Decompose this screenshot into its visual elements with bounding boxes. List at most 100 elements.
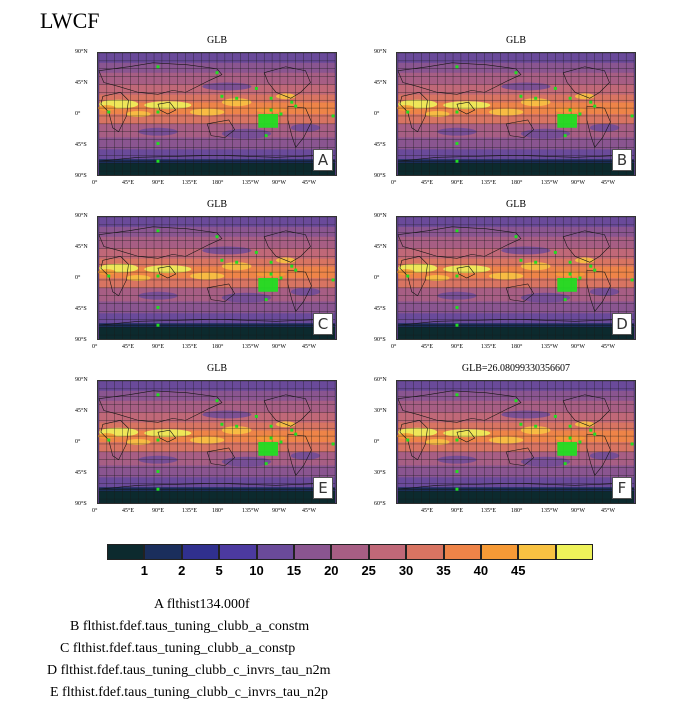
lat-tick-label: 90°N	[75, 377, 88, 383]
figure-title: LWCF	[40, 8, 100, 33]
colorbar-tick-label: 30	[398, 563, 414, 578]
colorbar-swatch	[256, 544, 294, 560]
legend-entry: A flthist134.000f	[154, 597, 250, 612]
lon-tick-label: 135°W	[242, 344, 260, 350]
lon-tick-label: 135°W	[541, 508, 559, 514]
lon-tick-label: 90°E	[451, 344, 464, 350]
lat-tick-label: 90°N	[374, 49, 387, 55]
lwcf-map	[397, 53, 635, 175]
colorbar-tick-label: 1	[140, 563, 148, 578]
lon-tick-label: 45°E	[122, 180, 135, 186]
panel-letter-badge: C	[313, 313, 333, 335]
colorbar-swatch	[144, 544, 182, 560]
lat-tick-label: 45°S	[75, 142, 87, 148]
lon-tick-label: 90°W	[272, 508, 287, 514]
lon-tick-label: 45°E	[421, 180, 434, 186]
lon-tick-label: 45°W	[601, 508, 616, 514]
panel-title: GLB	[207, 35, 227, 46]
lat-tick-label: 30°S	[374, 470, 386, 476]
lat-tick-label: 45°S	[75, 306, 87, 312]
lat-tick-label: 0°	[75, 275, 81, 281]
lon-tick-label: 135°E	[481, 344, 497, 350]
lwcf-map	[397, 217, 635, 339]
lat-tick-label: 45°N	[374, 80, 387, 86]
legend-entry: D flthist.fdef.taus_tuning_clubb_c_invrs…	[47, 663, 331, 678]
lon-tick-label: 90°E	[152, 344, 165, 350]
colorbar-swatch	[555, 544, 594, 560]
panel-title: GLB	[207, 199, 227, 210]
lon-tick-label: 135°W	[242, 508, 260, 514]
lat-tick-label: 60°N	[374, 377, 387, 383]
lat-tick-label: 90°S	[75, 173, 87, 179]
panel-title: GLB	[506, 35, 526, 46]
lon-tick-label: 90°E	[451, 508, 464, 514]
lon-tick-label: 135°E	[182, 180, 198, 186]
lon-tick-label: 45°W	[302, 508, 317, 514]
colorbar-swatch	[219, 544, 257, 560]
lat-tick-label: 90°S	[374, 173, 386, 179]
lon-tick-label: 90°E	[152, 508, 165, 514]
lon-tick-label: 135°E	[182, 344, 198, 350]
legend-entry: C flthist.fdef.taus_tuning_clubb_a_const…	[60, 641, 296, 656]
lon-tick-label: 45°E	[421, 508, 434, 514]
panel-letter-badge: A	[313, 149, 333, 171]
lwcf-map	[98, 217, 336, 339]
lat-tick-label: 0°	[374, 111, 380, 117]
lat-tick-label: 90°N	[75, 213, 88, 219]
lon-tick-label: 0°	[92, 508, 98, 514]
lon-tick-label: 135°W	[541, 180, 559, 186]
lon-tick-label: 45°W	[601, 344, 616, 350]
lon-tick-label: 135°E	[182, 508, 198, 514]
lat-tick-label: 90°N	[374, 213, 387, 219]
lat-tick-label: 0°	[374, 275, 380, 281]
lwcf-map	[397, 381, 635, 503]
lon-tick-label: 180°	[511, 508, 523, 514]
lat-tick-label: 0°	[75, 111, 81, 117]
lon-tick-label: 180°	[212, 508, 224, 514]
colorbar-swatch	[331, 544, 369, 560]
colorbar-swatch	[181, 544, 220, 560]
colorbar-tick-label: 2	[178, 563, 186, 578]
legend-entry: E flthist.fdef.taus_tuning_clubb_c_invrs…	[50, 685, 329, 700]
lon-tick-label: 90°E	[152, 180, 165, 186]
lon-tick-label: 90°W	[272, 180, 287, 186]
panel-letter-badge: B	[612, 149, 632, 171]
colorbar-tick-label: 25	[361, 563, 376, 578]
lat-tick-label: 90°N	[75, 49, 88, 55]
panel-letter-badge: F	[612, 477, 632, 499]
lon-tick-label: 90°W	[571, 508, 586, 514]
lon-tick-label: 90°W	[272, 344, 287, 350]
colorbar-swatch	[107, 544, 145, 560]
lon-tick-label: 0°	[92, 344, 98, 350]
colorbar-tick-label: 15	[286, 563, 302, 578]
map-area	[97, 52, 337, 176]
colorbar-swatch	[293, 544, 332, 560]
lat-tick-label: 30°N	[374, 408, 387, 414]
colorbar-swatch	[406, 544, 444, 560]
panel-letter-badge: D	[612, 313, 632, 335]
panel-title: GLB	[506, 199, 526, 210]
lat-tick-label: 0°	[374, 439, 380, 445]
lat-tick-label: 45°N	[75, 408, 88, 414]
map-area	[396, 216, 636, 340]
lon-tick-label: 45°E	[122, 508, 135, 514]
colorbar-tick-label: 10	[249, 563, 264, 578]
lon-tick-label: 0°	[391, 344, 397, 350]
lat-tick-label: 60°S	[374, 501, 386, 507]
lon-tick-label: 45°W	[302, 180, 317, 186]
lon-tick-label: 135°W	[541, 344, 559, 350]
colorbar-tick-label: 45	[510, 563, 526, 578]
colorbar-tick-label: 20	[324, 563, 339, 578]
lon-tick-label: 180°	[212, 180, 224, 186]
lat-tick-label: 45°S	[75, 470, 87, 476]
lon-tick-label: 180°	[511, 344, 523, 350]
map-area	[97, 380, 337, 504]
lon-tick-label: 135°E	[481, 508, 497, 514]
lat-tick-label: 90°S	[374, 337, 386, 343]
colorbar-tick-label: 35	[436, 563, 451, 578]
lon-tick-label: 135°W	[242, 180, 260, 186]
lat-tick-label: 45°S	[374, 306, 386, 312]
lon-tick-label: 45°E	[122, 344, 135, 350]
lon-tick-label: 45°E	[421, 344, 434, 350]
lon-tick-label: 0°	[92, 180, 98, 186]
